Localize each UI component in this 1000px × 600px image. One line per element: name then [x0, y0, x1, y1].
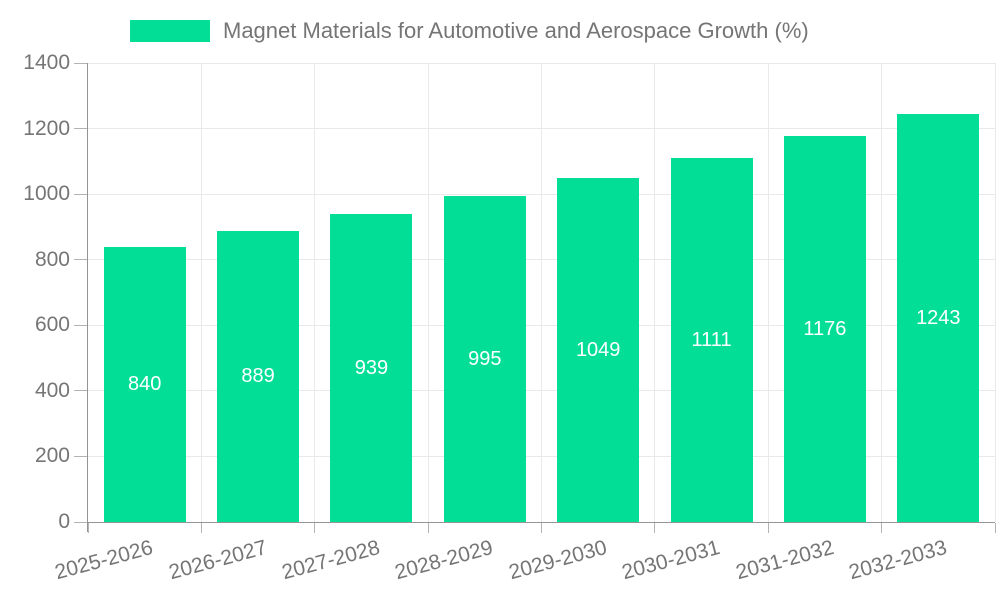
x-axis-tick [994, 523, 996, 533]
x-axis-category-label: 2032-2033 [846, 536, 950, 585]
legend-swatch [130, 20, 210, 42]
bar-value-label: 889 [241, 365, 275, 388]
x-axis-tick [654, 523, 656, 533]
v-gridline [541, 63, 542, 522]
x-axis-category-label: 2029-2030 [506, 536, 610, 585]
y-axis-tick-label: 1000 [23, 182, 70, 206]
bar-2032-2033[interactable]: 1243 [897, 114, 980, 522]
x-axis-category-label: 2027-2028 [279, 536, 383, 585]
y-axis-tick [74, 521, 88, 523]
x-axis-line [86, 521, 995, 523]
v-gridline [994, 63, 996, 522]
v-gridline [427, 63, 429, 522]
v-gridline [314, 63, 316, 522]
x-axis-category-label: 2026-2027 [166, 536, 270, 585]
x-axis-tick [200, 523, 202, 533]
legend-label: Magnet Materials for Automotive and Aero… [223, 18, 809, 43]
x-axis-tick [541, 523, 542, 533]
x-axis-tick [87, 523, 89, 533]
x-axis-tick [881, 523, 883, 533]
y-axis-tick [74, 128, 88, 130]
bar-2031-2032[interactable]: 1176 [783, 136, 866, 522]
y-axis-tick-label: 1400 [23, 51, 70, 74]
y-axis-tick [74, 324, 88, 326]
bar-value-label: 1176 [803, 318, 847, 341]
bar-2025-2026[interactable]: 840 [103, 246, 186, 522]
chart-legend-item[interactable]: Magnet Materials for Automotive and Aero… [130, 17, 809, 45]
y-axis-tick-label: 200 [34, 444, 70, 468]
v-gridline [654, 63, 656, 522]
x-axis-category-label: 2031-2032 [732, 536, 836, 585]
y-axis-tick [74, 390, 88, 392]
x-axis-category-label: 2025-2026 [52, 536, 156, 585]
v-gridline [200, 63, 202, 522]
y-axis-tick [74, 62, 88, 64]
x-axis-category-label: 2030-2031 [619, 536, 723, 585]
bar-value-label: 1111 [691, 328, 732, 351]
x-axis-tick [427, 523, 429, 533]
y-axis-tick-label: 1200 [23, 116, 70, 140]
y-axis-tick [74, 193, 88, 195]
y-axis-tick-label: 400 [34, 378, 70, 402]
y-axis-tick [74, 455, 88, 457]
y-axis-line [86, 63, 88, 532]
bar-value-label: 840 [128, 373, 162, 396]
x-axis-tick [314, 523, 316, 533]
y-axis-tick-label: 0 [58, 510, 70, 533]
x-axis-category-label: 2028-2029 [392, 536, 496, 585]
x-axis-tick [767, 523, 769, 533]
y-axis-tick [74, 259, 88, 261]
bar-2027-2028[interactable]: 939 [330, 214, 413, 522]
y-axis-tick-label: 600 [34, 313, 70, 337]
bar-2028-2029[interactable]: 995 [443, 195, 526, 522]
bar-2029-2030[interactable]: 1049 [557, 178, 640, 522]
v-gridline [881, 63, 883, 522]
v-gridline [767, 63, 769, 522]
bar-value-label: 1049 [575, 339, 621, 362]
bar-value-label: 939 [354, 357, 389, 380]
bar-2030-2031[interactable]: 1111 [670, 157, 753, 522]
y-axis-tick-label: 800 [34, 247, 70, 271]
bar-2026-2027[interactable]: 889 [217, 230, 300, 522]
bar-value-label: 1243 [916, 307, 961, 330]
bar-value-label: 995 [468, 347, 502, 370]
